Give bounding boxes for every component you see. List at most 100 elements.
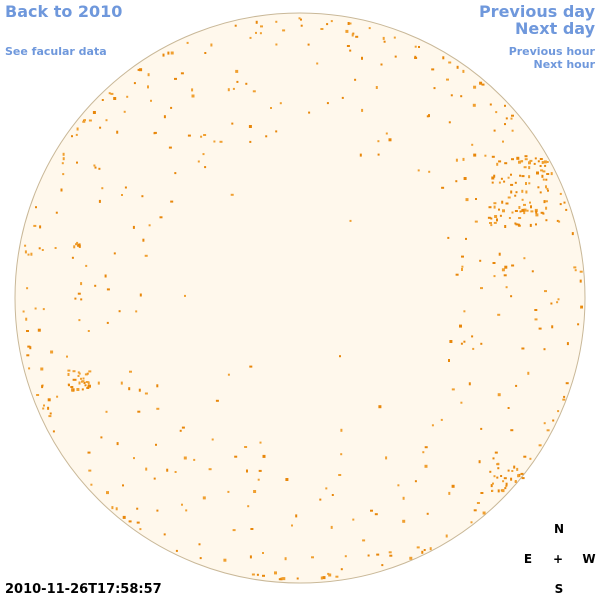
facula bbox=[487, 216, 491, 219]
facula bbox=[351, 33, 354, 37]
facula bbox=[262, 454, 266, 458]
facula bbox=[491, 489, 494, 492]
facula bbox=[135, 310, 138, 313]
facula bbox=[511, 158, 514, 161]
facula bbox=[542, 170, 546, 173]
facula bbox=[155, 443, 157, 446]
facula bbox=[498, 160, 502, 163]
facula bbox=[84, 373, 88, 376]
facula bbox=[529, 159, 533, 162]
next-day-link[interactable]: Next day bbox=[515, 19, 595, 38]
facula bbox=[184, 294, 186, 297]
facula bbox=[250, 528, 254, 530]
facula bbox=[541, 161, 544, 164]
facula bbox=[111, 506, 114, 510]
facula bbox=[361, 108, 364, 112]
facula bbox=[291, 524, 293, 527]
previous-hour-link[interactable]: Previous hour bbox=[508, 45, 595, 58]
previous-day-link[interactable]: Previous day bbox=[478, 2, 595, 21]
facula bbox=[78, 243, 81, 246]
facula bbox=[345, 29, 349, 33]
facula bbox=[349, 49, 352, 52]
facula bbox=[126, 95, 129, 98]
facula bbox=[223, 558, 227, 562]
facula bbox=[381, 564, 384, 567]
facula bbox=[307, 43, 310, 46]
facula bbox=[484, 154, 487, 157]
facula bbox=[208, 468, 212, 471]
facula bbox=[50, 350, 54, 354]
facula bbox=[492, 457, 495, 460]
facula bbox=[76, 388, 80, 391]
facula bbox=[480, 427, 483, 430]
facular-link[interactable]: See facular data bbox=[5, 45, 107, 58]
facula bbox=[26, 330, 29, 332]
facula bbox=[129, 370, 132, 373]
facula bbox=[108, 92, 111, 95]
facula bbox=[123, 110, 126, 113]
facula bbox=[510, 183, 514, 186]
facula bbox=[67, 369, 71, 372]
facula bbox=[163, 115, 166, 119]
next-hour-link[interactable]: Next hour bbox=[533, 58, 596, 71]
facula bbox=[47, 398, 51, 402]
facula bbox=[535, 213, 539, 217]
facula bbox=[179, 429, 182, 432]
facula bbox=[77, 371, 80, 374]
facula bbox=[542, 178, 545, 181]
facula bbox=[81, 388, 84, 391]
facula bbox=[113, 252, 116, 255]
facula bbox=[316, 62, 319, 65]
facula bbox=[546, 429, 550, 432]
facula bbox=[26, 287, 29, 290]
facula bbox=[556, 301, 559, 304]
facula bbox=[66, 355, 68, 358]
facula bbox=[462, 69, 465, 73]
facula bbox=[446, 78, 449, 81]
back-link[interactable]: Back to 2010 bbox=[5, 2, 123, 21]
facula bbox=[340, 568, 343, 571]
facula bbox=[181, 426, 185, 429]
facula bbox=[460, 401, 463, 404]
facula bbox=[503, 180, 506, 183]
facula bbox=[74, 297, 77, 300]
facula bbox=[232, 87, 235, 90]
facula bbox=[30, 252, 33, 256]
facula bbox=[265, 135, 268, 138]
facula bbox=[479, 81, 483, 85]
facula bbox=[521, 347, 525, 350]
facula bbox=[504, 225, 507, 228]
facula bbox=[199, 557, 202, 560]
facula bbox=[460, 342, 463, 345]
facula bbox=[193, 458, 196, 461]
facula bbox=[511, 211, 514, 214]
facula bbox=[41, 385, 44, 389]
facula bbox=[262, 552, 264, 554]
facula bbox=[479, 259, 482, 262]
facula bbox=[98, 167, 101, 170]
facula bbox=[502, 480, 505, 483]
facula bbox=[120, 381, 123, 385]
facula bbox=[162, 53, 165, 57]
facula bbox=[180, 72, 184, 75]
facula bbox=[78, 244, 81, 248]
facula bbox=[90, 483, 93, 486]
facula bbox=[153, 132, 156, 135]
facula bbox=[80, 377, 82, 380]
facula bbox=[502, 140, 504, 143]
facula bbox=[496, 476, 499, 479]
facula bbox=[515, 384, 518, 387]
facula bbox=[426, 512, 429, 515]
facula bbox=[491, 176, 495, 180]
facula bbox=[25, 317, 28, 321]
facula bbox=[519, 174, 522, 177]
facula bbox=[187, 134, 191, 137]
facula bbox=[319, 498, 322, 501]
facula bbox=[500, 475, 503, 477]
facula bbox=[71, 256, 74, 259]
facula bbox=[428, 170, 431, 173]
facula bbox=[27, 253, 30, 256]
facula bbox=[340, 453, 343, 456]
facula bbox=[258, 469, 262, 472]
facula bbox=[473, 153, 477, 157]
